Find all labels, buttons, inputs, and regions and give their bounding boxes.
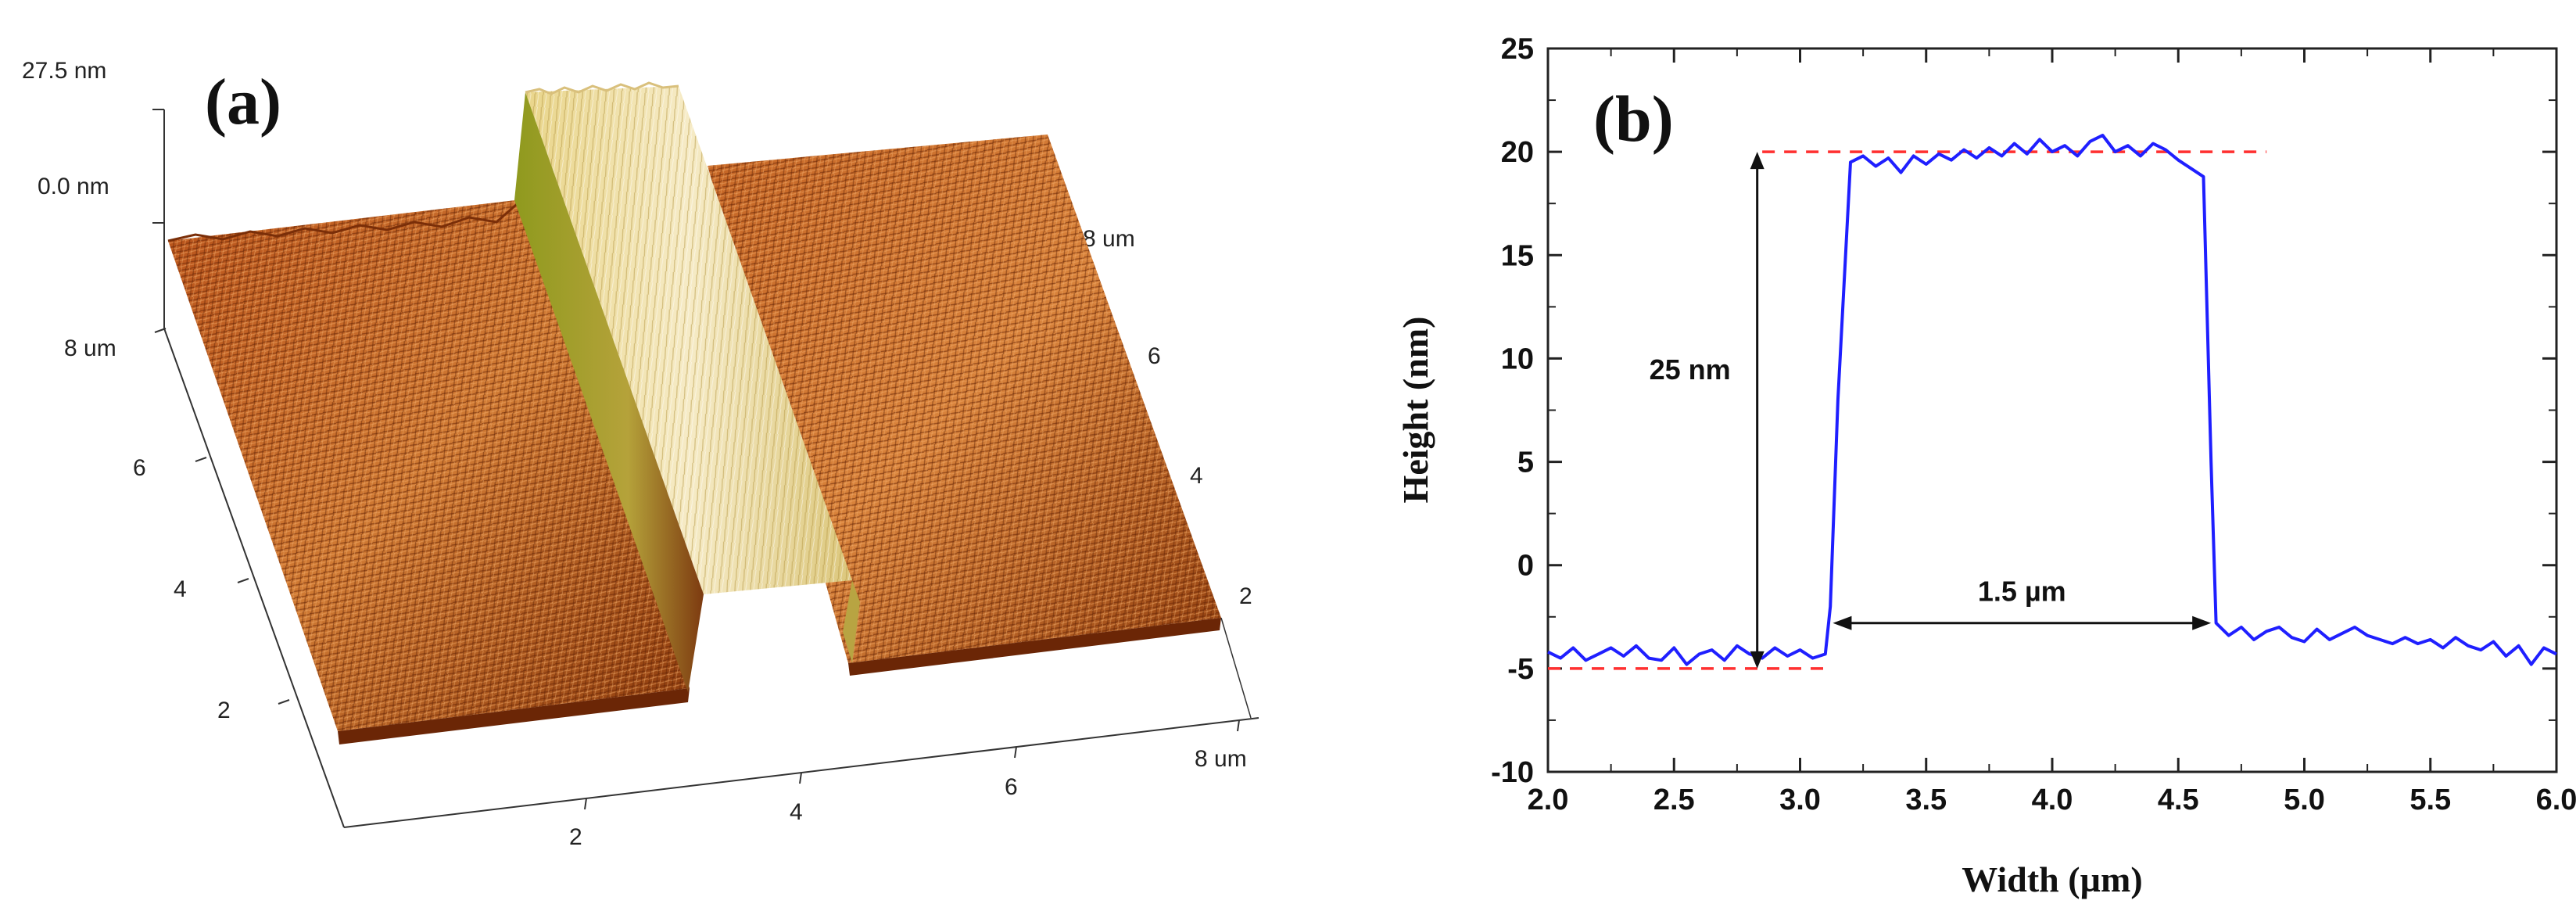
right-tick-label: 4 bbox=[1190, 463, 1203, 489]
x-tick-label: 4.0 bbox=[2032, 784, 2073, 816]
y-tick-labels: -10 -5 0 5 10 15 20 25 bbox=[1491, 33, 1534, 789]
z-tick-label: 0.0 nm bbox=[38, 174, 109, 199]
y-tick-label: 8 um bbox=[64, 335, 116, 361]
y-tick-label: 25 bbox=[1501, 33, 1534, 66]
x-tick-label: 2.5 bbox=[1653, 784, 1695, 816]
x-tick-label: 6 bbox=[1005, 774, 1018, 800]
y-tick-label: -10 bbox=[1491, 756, 1534, 789]
y-tick-label: 0 bbox=[1517, 550, 1534, 583]
plot-frame bbox=[1546, 47, 2558, 773]
x-tick-labels: 2.0 2.5 3.0 3.5 4.0 4.5 5.0 5.5 6.0 bbox=[1528, 784, 2576, 816]
y-tick-label: 5 bbox=[1517, 447, 1534, 479]
panel-label-b: (b) bbox=[1593, 83, 1674, 156]
x-tick-label: 4.5 bbox=[2158, 784, 2199, 816]
right-tick-label: 8 um bbox=[1083, 226, 1135, 252]
afm-raised-stripe bbox=[514, 81, 860, 692]
annotation-height: 25 nm bbox=[1650, 353, 1731, 386]
x-tick-label: 3.5 bbox=[1905, 784, 1947, 816]
y-axis-line bbox=[163, 328, 345, 828]
x-tick-label: 6.0 bbox=[2536, 784, 2576, 816]
x-tick-label: 2.0 bbox=[1528, 784, 1569, 816]
afm-surface-right bbox=[708, 135, 1221, 676]
x-tick-label: 4 bbox=[790, 799, 803, 825]
height-arrow-head-top bbox=[1750, 152, 1765, 170]
annotation-width: 1.5 µm bbox=[1978, 576, 2066, 608]
width-arrow-head-left bbox=[1833, 615, 1852, 630]
width-arrow-head-right bbox=[2192, 615, 2212, 630]
y-tick-label: 2 bbox=[217, 698, 231, 723]
x-tick-label: 3.0 bbox=[1779, 784, 1821, 816]
series-line bbox=[1547, 134, 2557, 666]
y-axis-label: Height (nm) bbox=[1395, 317, 1435, 504]
axis-ticks bbox=[1546, 47, 2558, 773]
reference-lines bbox=[1548, 150, 2267, 670]
right-tick-label: 2 bbox=[1239, 583, 1252, 609]
x-tick-label: 5.0 bbox=[2284, 784, 2325, 816]
height-profile-chart: 2.0 2.5 3.0 3.5 4.0 4.5 5.0 5.5 6.0 -10 -5 0 5 10 15 2… bbox=[1395, 33, 2576, 899]
afm-3d-panel: 27.5 nm 0.0 nm 8 um 6 4 2 2 4 6 8 um 8 u… bbox=[22, 58, 1259, 850]
y-tick-label: 15 bbox=[1501, 239, 1534, 272]
x-axis-label: Width (µm) bbox=[1962, 859, 2142, 899]
height-arrow-head-bottom bbox=[1750, 651, 1765, 669]
y-tick-label: 10 bbox=[1501, 343, 1534, 375]
z-tick-label: 27.5 nm bbox=[22, 58, 106, 84]
x-tick-label: 5.5 bbox=[2409, 784, 2451, 816]
x-tick-label: 8 um bbox=[1195, 746, 1247, 772]
right-axis-line bbox=[1220, 617, 1252, 719]
right-tick-label: 6 bbox=[1148, 343, 1161, 369]
panel-label-a: (a) bbox=[205, 66, 281, 138]
y-tick-label: 6 bbox=[133, 455, 146, 481]
y-tick-label: 4 bbox=[174, 576, 187, 602]
y-tick-label: -5 bbox=[1507, 653, 1534, 686]
x-tick-label: 2 bbox=[569, 824, 582, 850]
afm-surface-left bbox=[167, 198, 690, 744]
dimension-arrows bbox=[1750, 152, 2212, 669]
y-tick-label: 20 bbox=[1501, 136, 1534, 169]
